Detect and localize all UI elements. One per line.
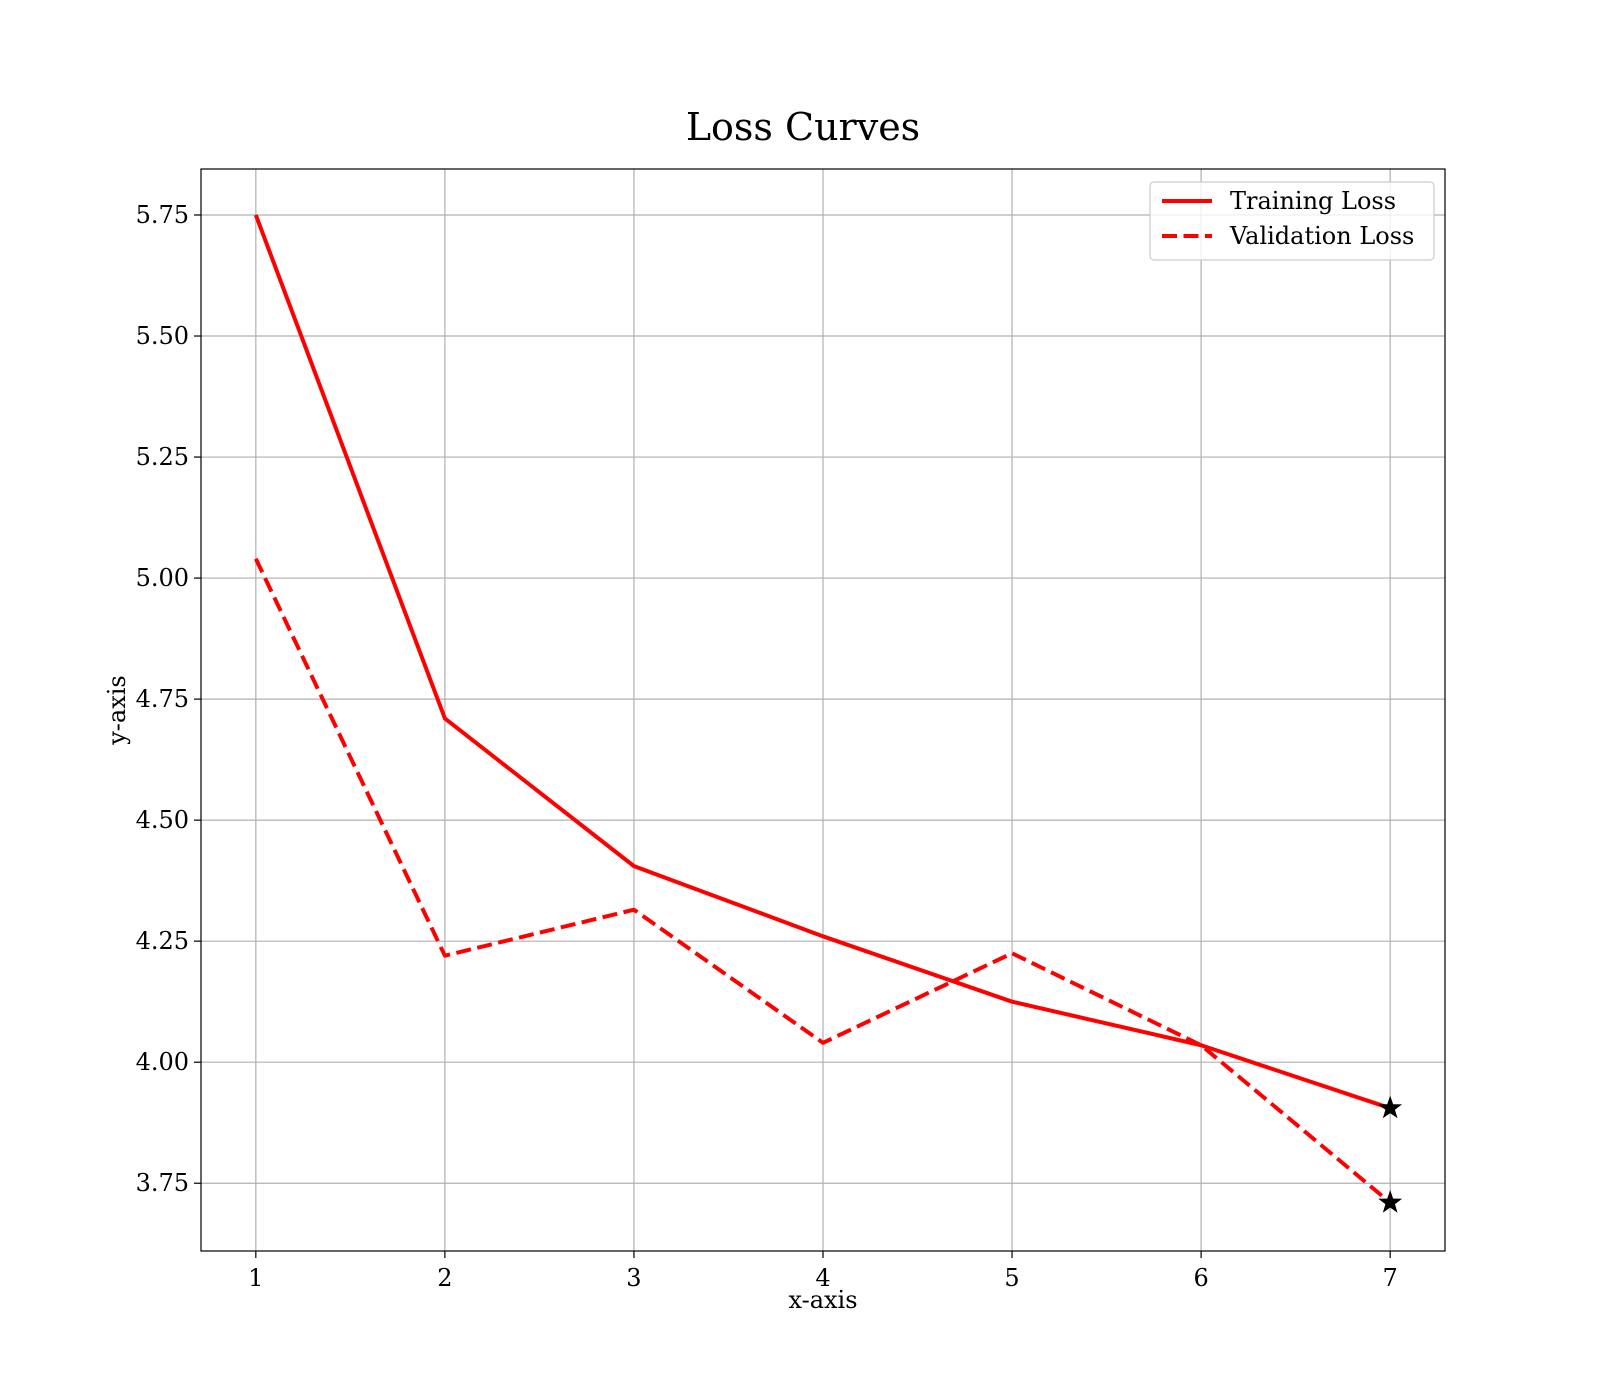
y-axis-label: y-axis	[103, 675, 131, 746]
legend-label-training: Training Loss	[1230, 187, 1396, 215]
y-tick-label: 5.00	[136, 564, 189, 592]
series-layer	[253, 214, 1403, 1213]
validation-final-star-marker	[1378, 1190, 1403, 1213]
y-tick-label: 4.75	[136, 685, 189, 713]
y-axis-ticks: 3.75 4.00 4.25 4.50 4.75 5.00 5.25 5.50 5.75	[136, 201, 201, 1197]
y-tick-label: 4.00	[136, 1048, 189, 1076]
x-axis-label: x-axis	[788, 1286, 857, 1314]
chart-title: Loss Curves	[686, 105, 920, 149]
y-tick-label: 3.75	[136, 1169, 189, 1197]
x-axis-ticks: 1 2 3 4 5 6 7	[248, 1251, 1398, 1292]
y-tick-label: 4.50	[136, 806, 189, 834]
x-tick-label: 2	[437, 1264, 452, 1292]
y-tick-label: 4.25	[136, 927, 189, 955]
training-final-star-marker	[1378, 1095, 1403, 1119]
x-tick-label: 3	[626, 1264, 641, 1292]
legend-label-validation: Validation Loss	[1229, 222, 1414, 250]
y-tick-label: 5.50	[136, 322, 189, 350]
x-tick-label: 1	[248, 1264, 263, 1292]
x-tick-label: 5	[1004, 1264, 1019, 1292]
y-tick-label: 5.25	[136, 443, 189, 471]
x-tick-label: 4	[815, 1264, 830, 1292]
grid	[201, 169, 1445, 1251]
y-tick-label: 5.75	[136, 201, 189, 229]
x-tick-label: 7	[1383, 1264, 1398, 1292]
legend: Training Loss Validation Loss	[1149, 181, 1435, 261]
validation-loss-line	[254, 557, 1392, 1205]
x-tick-label: 6	[1193, 1264, 1208, 1292]
training-loss-line	[253, 214, 1391, 1111]
legend-box	[1149, 181, 1435, 261]
